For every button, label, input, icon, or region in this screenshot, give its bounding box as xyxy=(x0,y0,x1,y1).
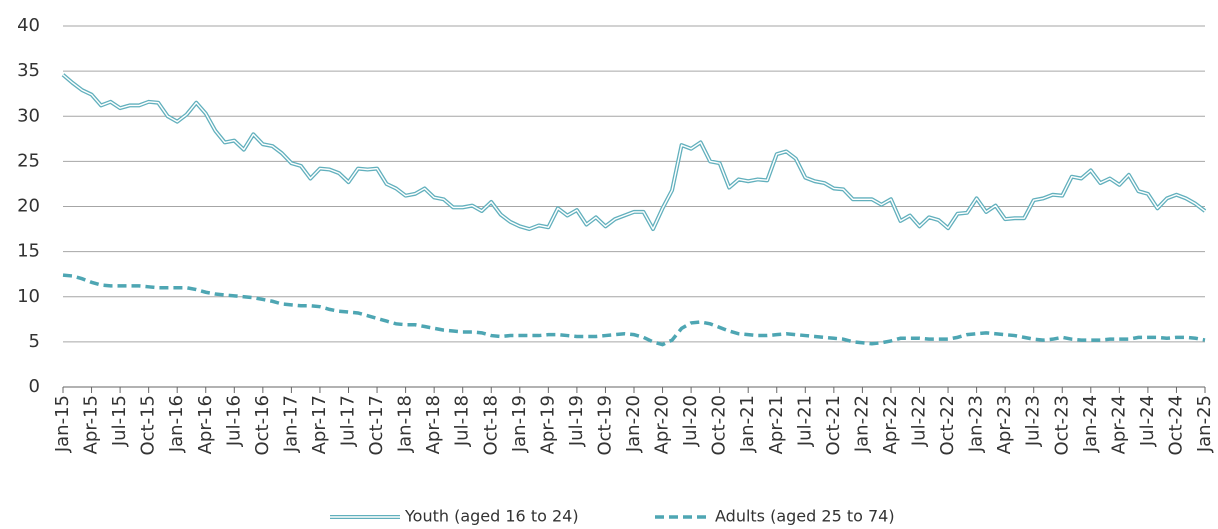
y-tick-label: 0 xyxy=(29,376,40,397)
x-tick-label: Oct-22 xyxy=(937,395,958,456)
series-line xyxy=(62,273,1206,347)
x-tick-label: Jul-18 xyxy=(452,395,473,447)
x-tick-label: Apr-23 xyxy=(994,395,1015,454)
legend-label: Adults (aged 25 to 74) xyxy=(715,507,895,526)
x-tick-label: Oct-24 xyxy=(1165,395,1186,456)
x-tick-label: Apr-19 xyxy=(537,395,558,454)
y-tick-label: 5 xyxy=(29,331,40,352)
x-tick-label: Jan-24 xyxy=(1080,395,1101,453)
legend-label: Youth (aged 16 to 24) xyxy=(404,507,579,526)
x-tick-label: Apr-15 xyxy=(81,395,102,454)
x-tick-label: Oct-19 xyxy=(594,395,615,456)
x-tick-label: Jul-15 xyxy=(109,395,130,447)
x-tick-label: Jan-18 xyxy=(395,395,416,453)
x-tick-label: Jul-23 xyxy=(1023,395,1044,447)
x-tick-label: Jul-19 xyxy=(566,395,587,447)
series-line-inner xyxy=(62,74,1206,230)
x-tick-label: Oct-16 xyxy=(252,395,273,456)
x-tick-label: Jan-20 xyxy=(623,395,644,453)
x-tick-label: Jul-20 xyxy=(680,395,701,447)
x-tick-label: Oct-17 xyxy=(366,395,387,456)
x-tick-label: Jan-25 xyxy=(1194,395,1215,453)
x-tick-label: Jan-17 xyxy=(280,395,301,453)
x-tick-label: Oct-23 xyxy=(1051,395,1072,456)
x-tick-label: Jan-15 xyxy=(52,395,73,453)
x-tick-label: Jul-22 xyxy=(909,395,930,447)
x-tick-label: Jan-16 xyxy=(166,395,187,453)
x-tick-label: Oct-18 xyxy=(480,395,501,456)
x-tick-label: Apr-21 xyxy=(766,395,787,454)
x-tick-label: Apr-16 xyxy=(195,395,216,454)
series-line xyxy=(61,73,1207,232)
y-tick-label: 10 xyxy=(17,286,40,307)
x-tick-label: Jan-23 xyxy=(966,395,987,453)
x-tick-label: Jan-19 xyxy=(509,395,530,453)
x-tick-label: Jan-22 xyxy=(851,395,872,453)
x-tick-label: Jan-21 xyxy=(737,395,758,453)
y-tick-label: 15 xyxy=(17,241,40,262)
y-tick-label: 25 xyxy=(17,150,40,171)
x-tick-label: Oct-15 xyxy=(138,395,159,456)
x-tick-label: Jul-24 xyxy=(1137,395,1158,447)
x-tick-label: Jul-21 xyxy=(794,395,815,447)
x-tick-label: Oct-21 xyxy=(823,395,844,456)
x-tick-label: Oct-20 xyxy=(709,395,730,456)
x-tick-label: Jul-16 xyxy=(223,395,244,447)
y-tick-label: 20 xyxy=(17,196,40,217)
x-tick-label: Apr-17 xyxy=(309,395,330,454)
x-tick-label: Apr-22 xyxy=(880,395,901,454)
y-tick-label: 35 xyxy=(17,60,40,81)
x-tick-label: Apr-24 xyxy=(1108,395,1129,454)
x-tick-label: Jul-17 xyxy=(338,395,359,447)
x-tick-label: Apr-20 xyxy=(652,395,673,454)
x-tick-label: Apr-18 xyxy=(423,395,444,454)
y-tick-label: 30 xyxy=(17,105,40,126)
y-tick-label: 40 xyxy=(17,15,40,36)
